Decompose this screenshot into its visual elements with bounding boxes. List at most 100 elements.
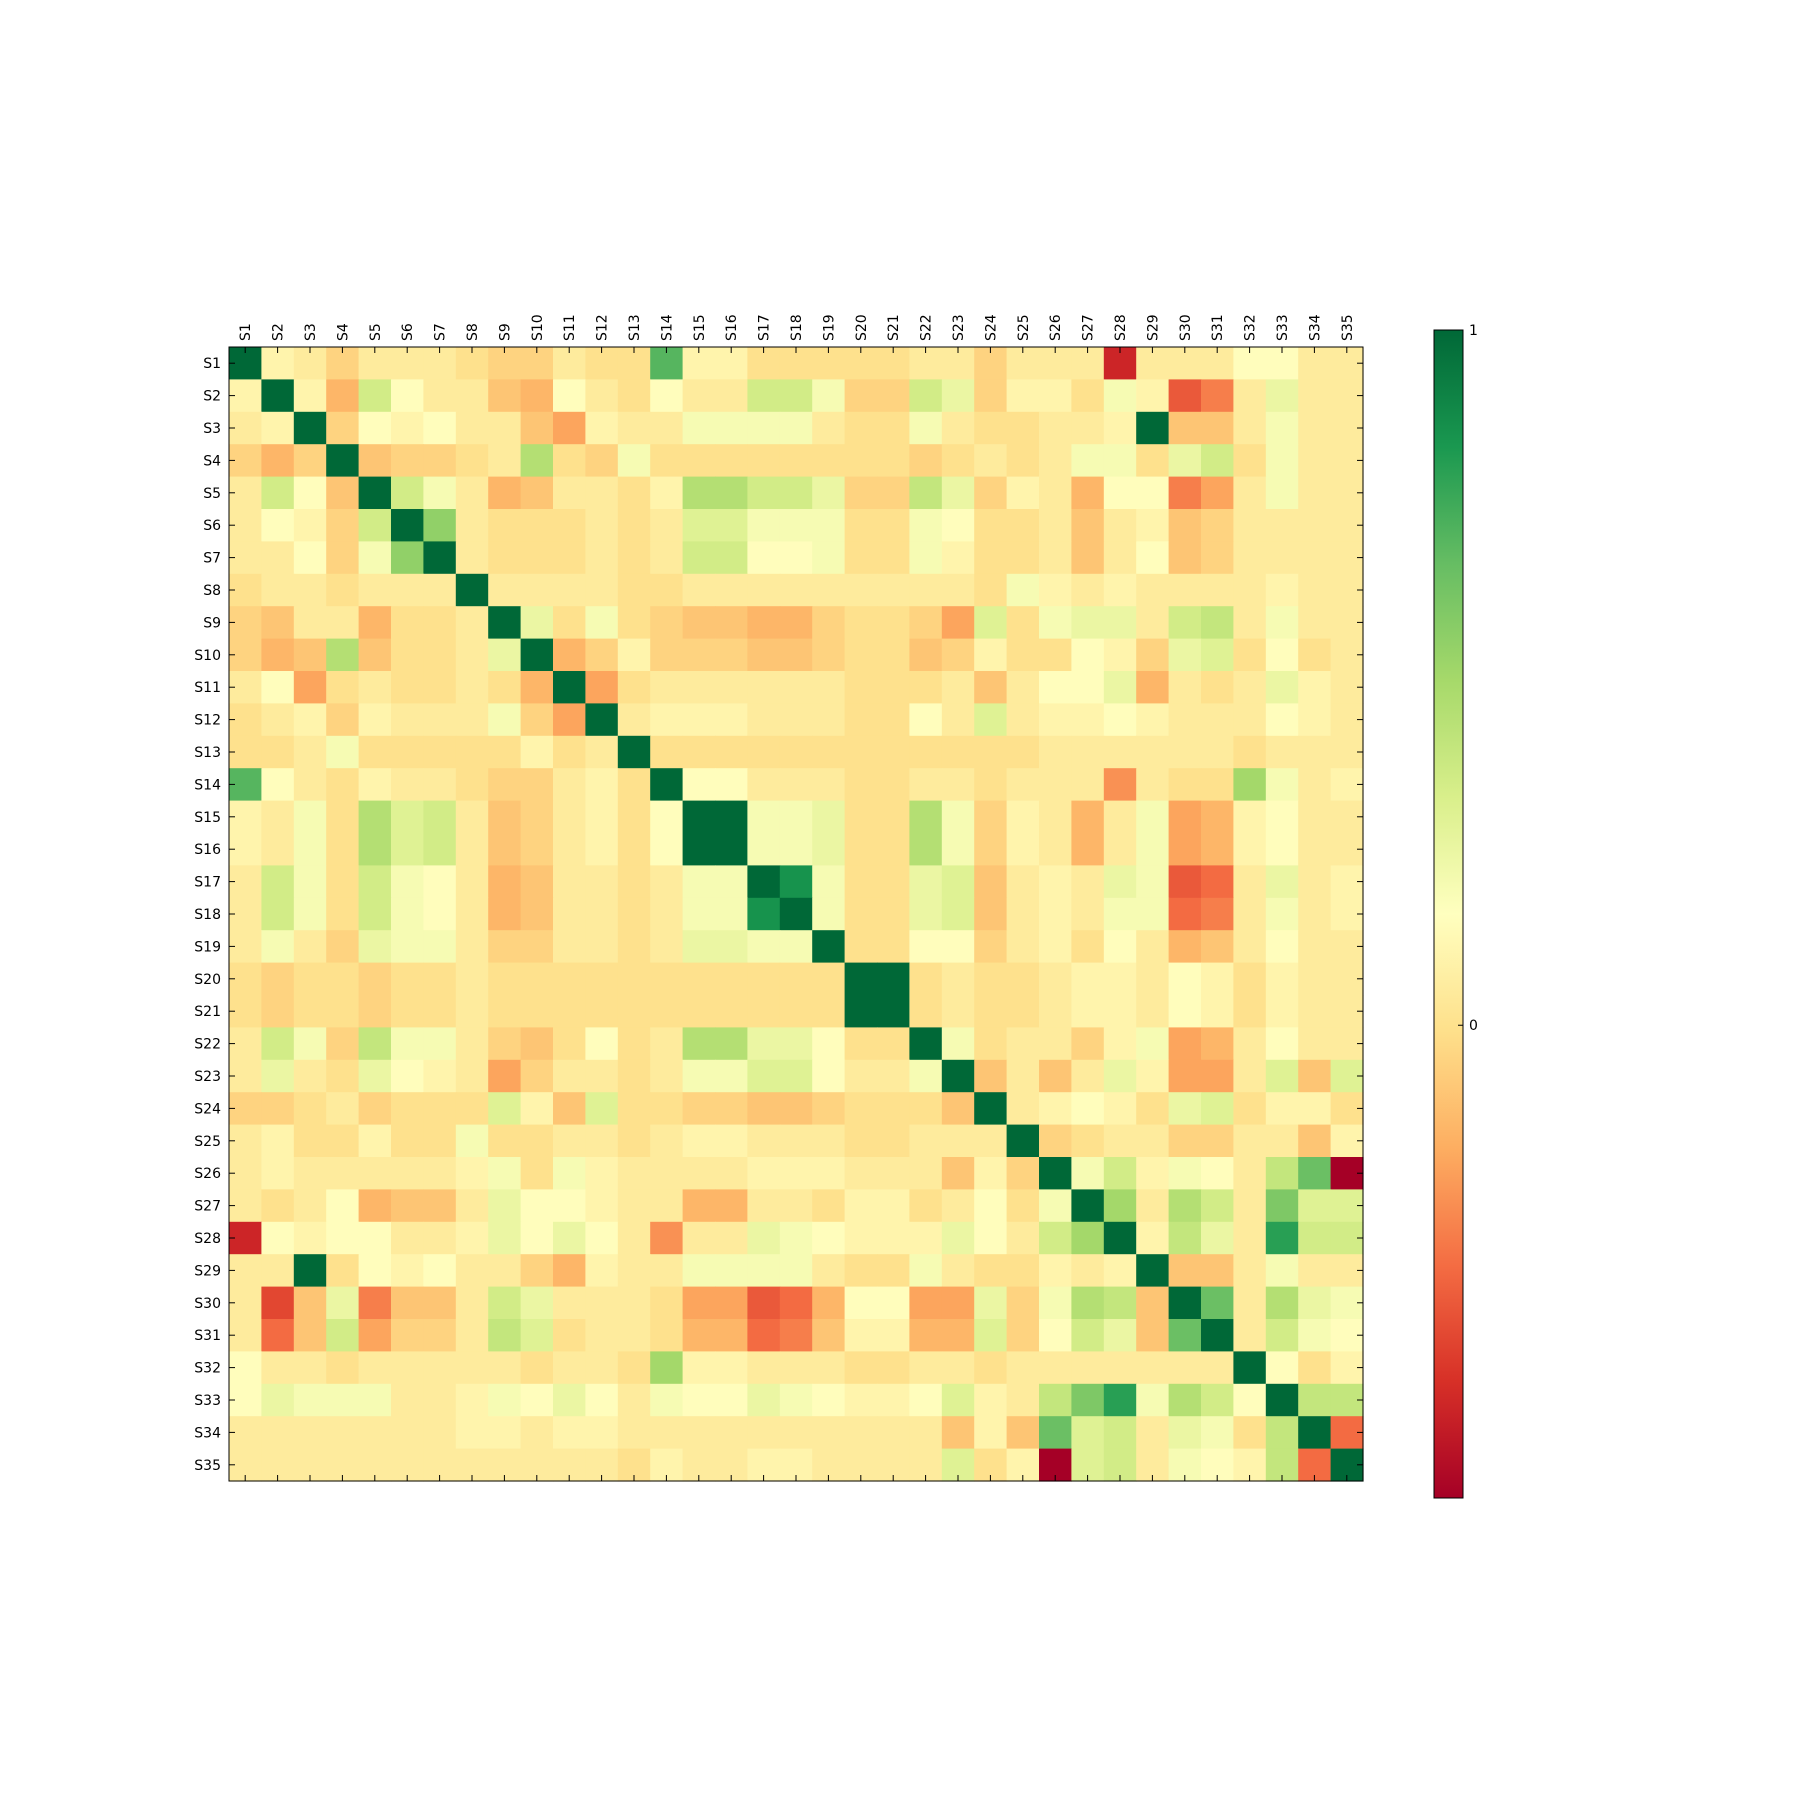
heatmap-cell bbox=[1168, 703, 1202, 737]
heatmap-cell bbox=[553, 1189, 586, 1223]
heatmap-cell bbox=[423, 1319, 457, 1352]
heatmap-cell bbox=[1201, 995, 1234, 1028]
heatmap-cell bbox=[1006, 1383, 1040, 1417]
heatmap-cell bbox=[844, 638, 878, 672]
heatmap-cell bbox=[488, 833, 522, 866]
heatmap-cell bbox=[877, 1351, 910, 1385]
heatmap-cell bbox=[877, 444, 910, 478]
heatmap-cell bbox=[941, 1254, 975, 1288]
heatmap-cell bbox=[877, 833, 910, 866]
heatmap-cell bbox=[779, 638, 813, 672]
heatmap-cell bbox=[650, 1351, 684, 1385]
heatmap-cell bbox=[682, 379, 716, 413]
heatmap-cell bbox=[1298, 444, 1332, 478]
heatmap-cell bbox=[1168, 379, 1202, 413]
heatmap-cell bbox=[1006, 1189, 1040, 1223]
heatmap-cell bbox=[1103, 800, 1137, 834]
heatmap-cell bbox=[1103, 768, 1137, 802]
heatmap-cell bbox=[1233, 541, 1267, 575]
heatmap-cell bbox=[909, 703, 943, 737]
x-tick-label: S5 bbox=[368, 323, 384, 341]
heatmap-cell bbox=[1103, 1027, 1137, 1061]
heatmap-cell bbox=[553, 573, 586, 607]
heatmap-cell bbox=[358, 995, 392, 1028]
heatmap-cell bbox=[1039, 379, 1072, 413]
heatmap-cell bbox=[553, 1383, 586, 1417]
heatmap-cell bbox=[455, 606, 489, 640]
heatmap-cell bbox=[1201, 573, 1234, 607]
heatmap-cell bbox=[1006, 1092, 1040, 1126]
heatmap-cell bbox=[585, 1416, 619, 1450]
heatmap-cell bbox=[650, 606, 684, 640]
heatmap-cell bbox=[617, 865, 651, 899]
heatmap-cell bbox=[941, 444, 975, 478]
heatmap-cell bbox=[1201, 411, 1234, 445]
heatmap-cell bbox=[423, 1351, 457, 1385]
heatmap-cell bbox=[909, 1157, 943, 1190]
heatmap-cell bbox=[715, 768, 748, 802]
heatmap-cell bbox=[455, 1286, 489, 1320]
heatmap-cell bbox=[1071, 865, 1105, 899]
heatmap-cell bbox=[909, 930, 943, 964]
heatmap-cell bbox=[812, 1254, 846, 1288]
heatmap-cell bbox=[747, 800, 781, 834]
heatmap-cell bbox=[650, 930, 684, 964]
heatmap-cell bbox=[1103, 573, 1137, 607]
heatmap-cell bbox=[1006, 476, 1040, 510]
heatmap-cell bbox=[423, 800, 457, 834]
y-tick-label: S8 bbox=[203, 583, 221, 599]
heatmap-cell bbox=[909, 379, 943, 413]
heatmap-cell bbox=[1168, 800, 1202, 834]
heatmap-cell bbox=[1201, 606, 1234, 640]
heatmap-cell bbox=[358, 411, 392, 445]
heatmap-cell bbox=[293, 768, 327, 802]
y-tick-label: S13 bbox=[194, 745, 221, 761]
heatmap-cell bbox=[844, 1027, 878, 1061]
heatmap-cell bbox=[974, 1416, 1008, 1450]
x-tick-label: S20 bbox=[854, 314, 870, 341]
heatmap-cell bbox=[1136, 703, 1170, 737]
heatmap-cell bbox=[909, 735, 943, 769]
heatmap-cell bbox=[1006, 1221, 1040, 1255]
heatmap-cell bbox=[293, 476, 327, 510]
heatmap-cell bbox=[747, 1351, 781, 1385]
heatmap-cell bbox=[423, 1124, 457, 1158]
heatmap-cell bbox=[326, 606, 360, 640]
heatmap-cell bbox=[1039, 671, 1072, 704]
heatmap-cell bbox=[455, 995, 489, 1028]
heatmap-cell bbox=[844, 930, 878, 964]
heatmap-cell bbox=[747, 1059, 781, 1093]
y-tick-label: S22 bbox=[194, 1037, 221, 1053]
heatmap-cell bbox=[293, 573, 327, 607]
colorbar-ticks: 10 bbox=[1458, 323, 1478, 1034]
y-tick-label: S25 bbox=[194, 1134, 221, 1150]
heatmap-cell bbox=[326, 1383, 360, 1417]
heatmap-cell bbox=[1201, 1383, 1234, 1417]
heatmap-cell bbox=[1168, 1092, 1202, 1126]
heatmap-cell bbox=[715, 897, 748, 931]
heatmap-cell bbox=[974, 735, 1008, 769]
heatmap-cell bbox=[1103, 995, 1137, 1028]
heatmap-cell bbox=[909, 509, 943, 542]
heatmap-cell bbox=[553, 930, 586, 964]
heatmap-cell bbox=[650, 735, 684, 769]
heatmap-cell bbox=[326, 1221, 360, 1255]
heatmap-cell bbox=[812, 671, 846, 704]
heatmap-cell bbox=[391, 379, 424, 413]
heatmap-cell bbox=[1265, 768, 1299, 802]
heatmap-cell bbox=[779, 962, 813, 996]
heatmap-cell bbox=[1039, 768, 1072, 802]
heatmap-cell bbox=[358, 930, 392, 964]
heatmap-cell bbox=[747, 509, 781, 542]
heatmap-cell bbox=[1071, 606, 1105, 640]
heatmap-cell bbox=[844, 444, 878, 478]
heatmap-cell bbox=[909, 1092, 943, 1126]
heatmap-cell bbox=[812, 379, 846, 413]
y-tick-label: S9 bbox=[203, 615, 221, 631]
heatmap-cell bbox=[1298, 865, 1332, 899]
x-tick-label: S21 bbox=[886, 314, 902, 341]
heatmap-cell bbox=[1168, 833, 1202, 866]
heatmap-cell bbox=[747, 1124, 781, 1158]
heatmap-cell bbox=[1103, 1416, 1137, 1450]
heatmap-cell bbox=[261, 1254, 295, 1288]
